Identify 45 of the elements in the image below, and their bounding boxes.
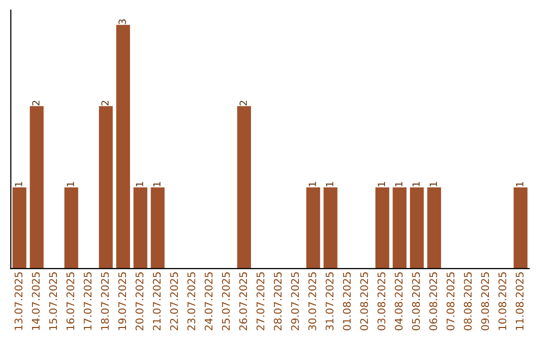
data-label: 2	[101, 100, 109, 106]
x-tick-label: 07.08.2025	[446, 272, 454, 330]
x-tick-label: 17.07.2025	[84, 272, 92, 330]
x-tick-label: 15.07.2025	[49, 272, 58, 330]
x-tick-label: 30.07.2025	[308, 272, 316, 330]
x-tick-label: 14.07.2025	[32, 272, 40, 330]
x-tick-label: 23.07.2025	[187, 272, 196, 330]
x-tick-label: 27.07.2025	[256, 272, 264, 330]
x-tick-label: 02.08.2025	[360, 272, 368, 330]
x-tick-label: 29.07.2025	[291, 272, 299, 330]
x-tick-label: 05.08.2025	[412, 272, 420, 330]
x-tick-label: 04.08.2025	[394, 272, 403, 330]
x-tick-label: 19.07.2025	[118, 272, 126, 330]
data-label: 1	[153, 182, 160, 186]
x-tick-label: 11.08.2025	[516, 272, 524, 330]
x-tick-label: 03.08.2025	[377, 272, 386, 330]
x-tick-label: 25.07.2025	[222, 272, 230, 330]
data-label: 1	[66, 182, 74, 186]
data-label: 1	[395, 182, 402, 186]
x-tick-label: 08.08.2025	[464, 272, 472, 330]
data-label: 1	[15, 182, 22, 186]
data-label: 1	[430, 182, 437, 186]
x-tick-label: 01.08.2025	[342, 272, 351, 330]
x-tick-label: 09.08.2025	[481, 272, 490, 330]
data-label: 1	[378, 182, 386, 186]
x-tick-label: 16.07.2025	[66, 272, 74, 330]
x-tick-label: 26.07.2025	[239, 272, 248, 330]
x-tick-label: 10.08.2025	[498, 272, 506, 330]
data-label: 3	[118, 19, 126, 24]
x-tick-label: 18.07.2025	[100, 272, 109, 330]
x-tick-label: 13.07.2025	[14, 272, 22, 330]
data-label: 2	[32, 100, 40, 106]
x-tick-label: 24.07.2025	[204, 272, 213, 330]
x-tick-label: 21.07.2025	[152, 272, 161, 330]
x-tick-label: 06.08.2025	[429, 272, 438, 330]
x-tick-label: 22.07.2025	[170, 272, 178, 330]
data-label: 2	[240, 100, 247, 106]
data-label: 1	[412, 182, 420, 186]
x-tick-label: 20.07.2025	[136, 272, 144, 330]
data-label: 1	[326, 182, 334, 186]
x-tick-label: 28.07.2025	[274, 272, 282, 330]
data-label: 1	[136, 182, 144, 186]
data-label: 1	[308, 182, 316, 186]
x-tick-label: 31.07.2025	[326, 272, 334, 330]
data-label: 1	[516, 182, 524, 186]
